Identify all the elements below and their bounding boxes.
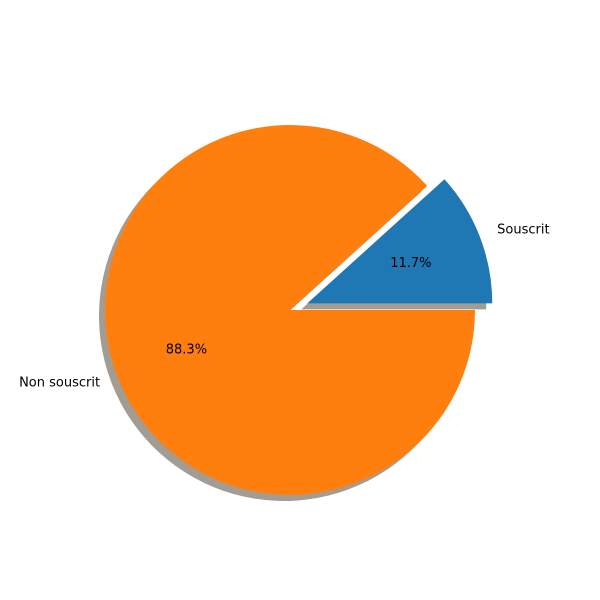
slice-percent-non-souscrit: 88.3%	[166, 342, 207, 357]
slice-percent-souscrit: 11.7%	[390, 256, 431, 271]
slice-layer	[104, 124, 493, 495]
pie-slice-souscrit	[307, 179, 493, 304]
slice-label-souscrit: Souscrit	[497, 223, 549, 238]
pie-slice-non-souscrit	[104, 124, 476, 495]
slice-label-non-souscrit: Non souscrit	[19, 376, 100, 391]
text-layer: Souscrit 11.7% Non souscrit 88.3%	[19, 223, 550, 391]
